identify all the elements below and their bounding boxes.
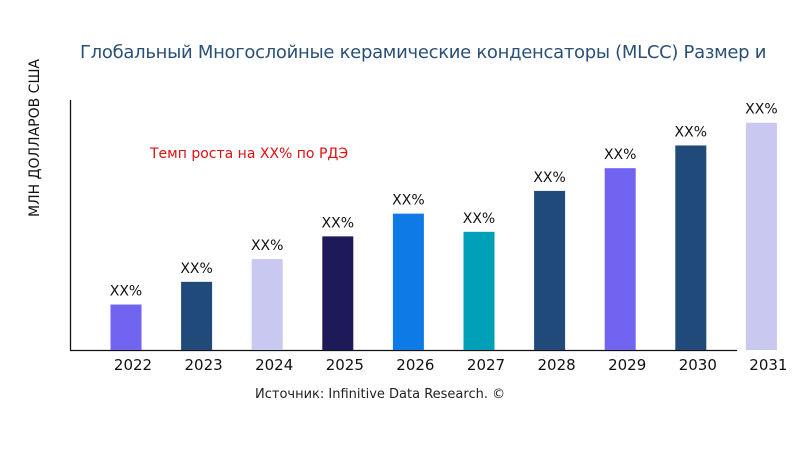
data-label-2031: XX% [745,102,777,118]
bar-2026 [392,213,424,350]
data-label-2028: XX% [533,170,565,186]
data-label-2030: XX% [675,124,707,140]
x-tick-label-2025: 2025 [326,356,364,374]
bar-2022 [110,304,142,350]
bar-2030 [675,145,707,350]
bar-2029 [604,168,636,350]
bar-2024 [251,259,283,350]
bar-2023 [181,281,213,350]
bar-2028 [534,190,566,350]
x-tick-label-2026: 2026 [396,356,434,374]
x-tick-label-2029: 2029 [608,356,646,374]
data-label-2023: XX% [180,261,212,277]
x-tick-label-2031: 2031 [749,356,787,374]
x-tick-label-2022: 2022 [114,356,152,374]
data-label-2027: XX% [463,211,495,227]
x-tick-label-2023: 2023 [185,356,223,374]
bar-2025 [322,236,354,350]
data-label-2029: XX% [604,147,636,163]
data-label-2024: XX% [251,238,283,254]
x-tick-label-2028: 2028 [538,356,576,374]
growth-annotation: Темп роста на XX% по РДЭ [150,146,349,162]
x-tick-label-2027: 2027 [467,356,505,374]
x-tick-label-2024: 2024 [255,356,293,374]
x-tick-label-2030: 2030 [679,356,717,374]
data-label-2026: XX% [392,193,424,209]
data-label-2022: XX% [110,284,142,300]
source-note: Источник: Infinitive Data Research. © [255,387,506,402]
chart-title: Глобальный Многослойные керамические кон… [80,42,767,63]
data-label-2025: XX% [322,215,354,231]
bar-2027 [463,231,495,350]
bar-2031 [745,122,777,351]
